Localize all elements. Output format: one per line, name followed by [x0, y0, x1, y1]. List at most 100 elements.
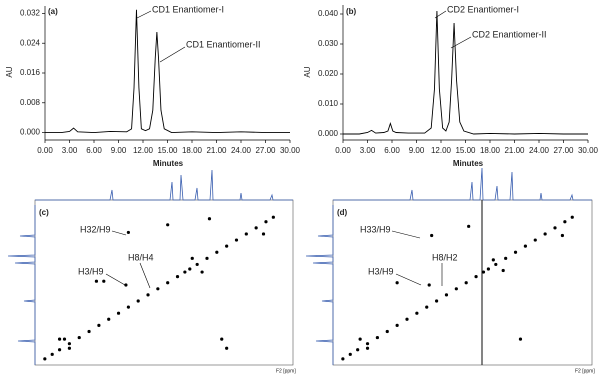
cross-peak — [166, 223, 170, 227]
projection — [7, 205, 36, 365]
cross-peak — [365, 342, 370, 346]
y-tick-label: 0.008 — [20, 98, 41, 107]
y-tick-label: 0.000 — [318, 129, 339, 138]
cross-peak — [430, 233, 434, 238]
cross-peak — [50, 352, 54, 356]
cross-peak — [234, 238, 239, 242]
arrow — [105, 273, 126, 286]
x-tick-label: 9.00 — [111, 146, 127, 155]
annotation: CD1 Enantiomer-I — [152, 4, 224, 14]
x-axis-label: Minutes — [453, 159, 484, 168]
annotation: H3/H9 — [78, 266, 104, 276]
cross-peak — [348, 352, 352, 356]
cross-peak — [523, 244, 528, 248]
cross-peak — [543, 232, 547, 236]
x-tick-label: 15.00 — [157, 146, 178, 155]
cross-peak — [175, 275, 180, 279]
x-tick-label: 30.00 — [578, 146, 599, 155]
cross-peak — [435, 299, 439, 303]
cross-peak — [501, 268, 505, 273]
cross-peak — [395, 323, 399, 327]
y-axis-label: AU — [5, 66, 14, 77]
x-tick-label: 3.00 — [360, 146, 376, 155]
arrow — [136, 10, 152, 19]
y-tick-label: 0.030 — [318, 39, 339, 48]
cross-peak — [261, 232, 266, 236]
cross-peak — [444, 293, 449, 297]
y-tick-label: 0.016 — [20, 68, 41, 77]
x-tick-label: 24.00 — [529, 146, 550, 155]
x-tick-label: 3.00 — [62, 146, 78, 155]
cross-peak — [570, 215, 574, 219]
cross-peak — [166, 281, 170, 285]
y-axis-label: AU — [303, 66, 312, 77]
annotation: H32/H9 — [80, 224, 111, 234]
annotation: CD2 Enantiomer-I — [447, 4, 519, 14]
cross-peak — [481, 270, 486, 274]
cross-peak — [563, 220, 567, 224]
cross-peak — [67, 342, 71, 346]
cross-peak — [494, 262, 498, 267]
annotation: H8/H4 — [128, 252, 154, 262]
cross-peak — [200, 270, 204, 274]
x-tick-label: 6.00 — [384, 146, 400, 155]
cross-peak — [136, 299, 140, 303]
arrow — [159, 46, 186, 63]
y-tick-label: 0.000 — [20, 128, 41, 137]
cross-peak — [560, 233, 565, 238]
annotation: H33/H9 — [360, 224, 391, 234]
annotation: CD1 Enantiomer-II — [186, 39, 261, 49]
panel-label: (c) — [39, 208, 49, 217]
y-tick-label: 0.032 — [20, 9, 41, 18]
x-tick-label: 6.00 — [86, 146, 102, 155]
cross-peak — [553, 226, 557, 230]
projection — [333, 167, 592, 201]
x-tick-label: 15.00 — [455, 146, 476, 155]
cross-peak — [341, 357, 345, 361]
cross-peak — [225, 244, 229, 248]
cross-peak — [126, 230, 130, 235]
arrow — [111, 230, 127, 236]
cross-peak — [107, 317, 111, 321]
cross-peak — [254, 226, 258, 230]
x-tick-label: 24.00 — [231, 146, 252, 155]
cross-peak — [183, 270, 187, 274]
x-tick-label: 9.00 — [409, 146, 425, 155]
cross-peak — [533, 238, 537, 242]
cross-peak — [518, 337, 523, 341]
y-tick-label: 0.040 — [318, 9, 339, 18]
cross-peak — [244, 232, 248, 236]
cross-peak — [415, 311, 419, 315]
x-tick-label: 18.00 — [480, 146, 501, 155]
projection — [305, 205, 334, 365]
cross-peak — [124, 283, 128, 287]
cross-peak — [57, 348, 62, 352]
x-axis-label: F2 [ppm] — [276, 368, 296, 374]
cross-peak — [486, 267, 490, 271]
cross-peak — [395, 281, 399, 285]
cross-peak — [116, 311, 121, 315]
cross-peak — [207, 217, 212, 221]
chromatogram-line — [45, 9, 290, 134]
cross-peak — [474, 275, 478, 279]
cross-peak — [504, 256, 508, 260]
cross-peak — [356, 348, 360, 352]
cross-peak — [464, 281, 468, 285]
x-tick-label: 21.00 — [206, 146, 227, 155]
arrow — [391, 230, 421, 239]
cross-peak — [62, 337, 67, 341]
cross-peak — [215, 250, 219, 254]
cross-peak — [102, 279, 106, 283]
x-tick-label: 27.00 — [553, 146, 574, 155]
cross-peak — [43, 357, 47, 361]
cross-peak — [205, 256, 209, 260]
panel-label: (d) — [337, 208, 348, 217]
cross-peak — [491, 258, 495, 262]
arrow — [450, 36, 472, 49]
cross-peak — [87, 329, 91, 334]
x-tick-label: 12.00 — [133, 146, 154, 155]
cross-peak — [405, 317, 409, 321]
annotation: H8/H2 — [432, 252, 458, 262]
cross-peak — [190, 256, 194, 260]
